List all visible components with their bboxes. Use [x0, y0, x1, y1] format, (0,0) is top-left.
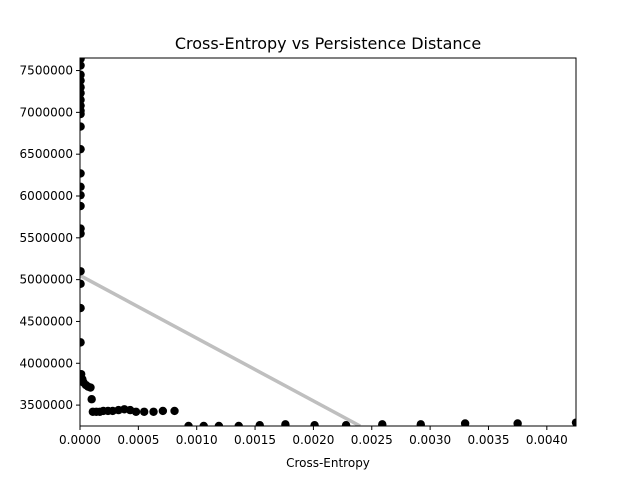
x-tick-label: 0.0030	[409, 433, 451, 447]
data-point	[80, 201, 85, 211]
x-tick-label: 0.0000	[59, 433, 101, 447]
plot-frame	[79, 57, 577, 427]
y-tick-label: 6500000	[20, 147, 73, 161]
data-point	[80, 279, 85, 289]
data-point	[80, 303, 85, 313]
data-point	[513, 419, 522, 426]
data-point	[460, 419, 470, 426]
data-point	[255, 420, 264, 426]
data-point	[184, 421, 193, 426]
data-point	[158, 406, 168, 416]
data-point	[80, 267, 85, 276]
data-point	[170, 406, 179, 416]
data-point	[571, 418, 576, 426]
data-point	[139, 407, 149, 416]
trend-line	[80, 273, 361, 426]
data-point	[131, 407, 141, 416]
data-point	[80, 122, 85, 131]
data-point	[199, 421, 208, 426]
data-point	[80, 76, 85, 85]
x-tick-label: 0.0025	[351, 433, 393, 447]
data-point	[80, 109, 85, 119]
data-point	[80, 88, 85, 98]
data-point	[214, 421, 224, 426]
x-tick-label: 0.0015	[234, 433, 276, 447]
x-tick-label: 0.0040	[526, 433, 568, 447]
data-point	[80, 338, 85, 347]
data-point	[378, 420, 387, 426]
data-point	[86, 383, 95, 392]
x-tick-label: 0.0035	[467, 433, 509, 447]
x-tick-label: 0.0020	[292, 433, 334, 447]
data-point	[80, 182, 85, 191]
y-tick-label: 5000000	[20, 273, 73, 287]
data-point	[80, 169, 85, 178]
data-point	[234, 421, 243, 426]
data-point	[80, 61, 85, 70]
y-tick-label: 3500000	[20, 398, 73, 412]
data-point	[416, 420, 425, 426]
y-tick-label: 4000000	[20, 356, 73, 370]
data-point	[149, 407, 158, 416]
data-point	[80, 229, 85, 238]
x-tick-label: 0.0005	[117, 433, 159, 447]
y-tick-label: 7500000	[20, 64, 73, 78]
data-point	[80, 144, 85, 154]
data-point	[341, 420, 351, 426]
y-tick-label: 5500000	[20, 231, 73, 245]
y-tick-label: 7000000	[20, 105, 73, 119]
data-point	[281, 420, 290, 426]
y-tick-label: 6000000	[20, 189, 73, 203]
y-tick-label: 4500000	[20, 314, 73, 328]
data-point	[310, 420, 319, 426]
chart-title: Cross-Entropy vs Persistence Distance	[175, 34, 481, 53]
data-point	[87, 395, 96, 404]
x-axis-title: Cross-Entropy	[286, 456, 370, 470]
x-tick-label: 0.0010	[176, 433, 218, 447]
data-point	[80, 190, 85, 200]
